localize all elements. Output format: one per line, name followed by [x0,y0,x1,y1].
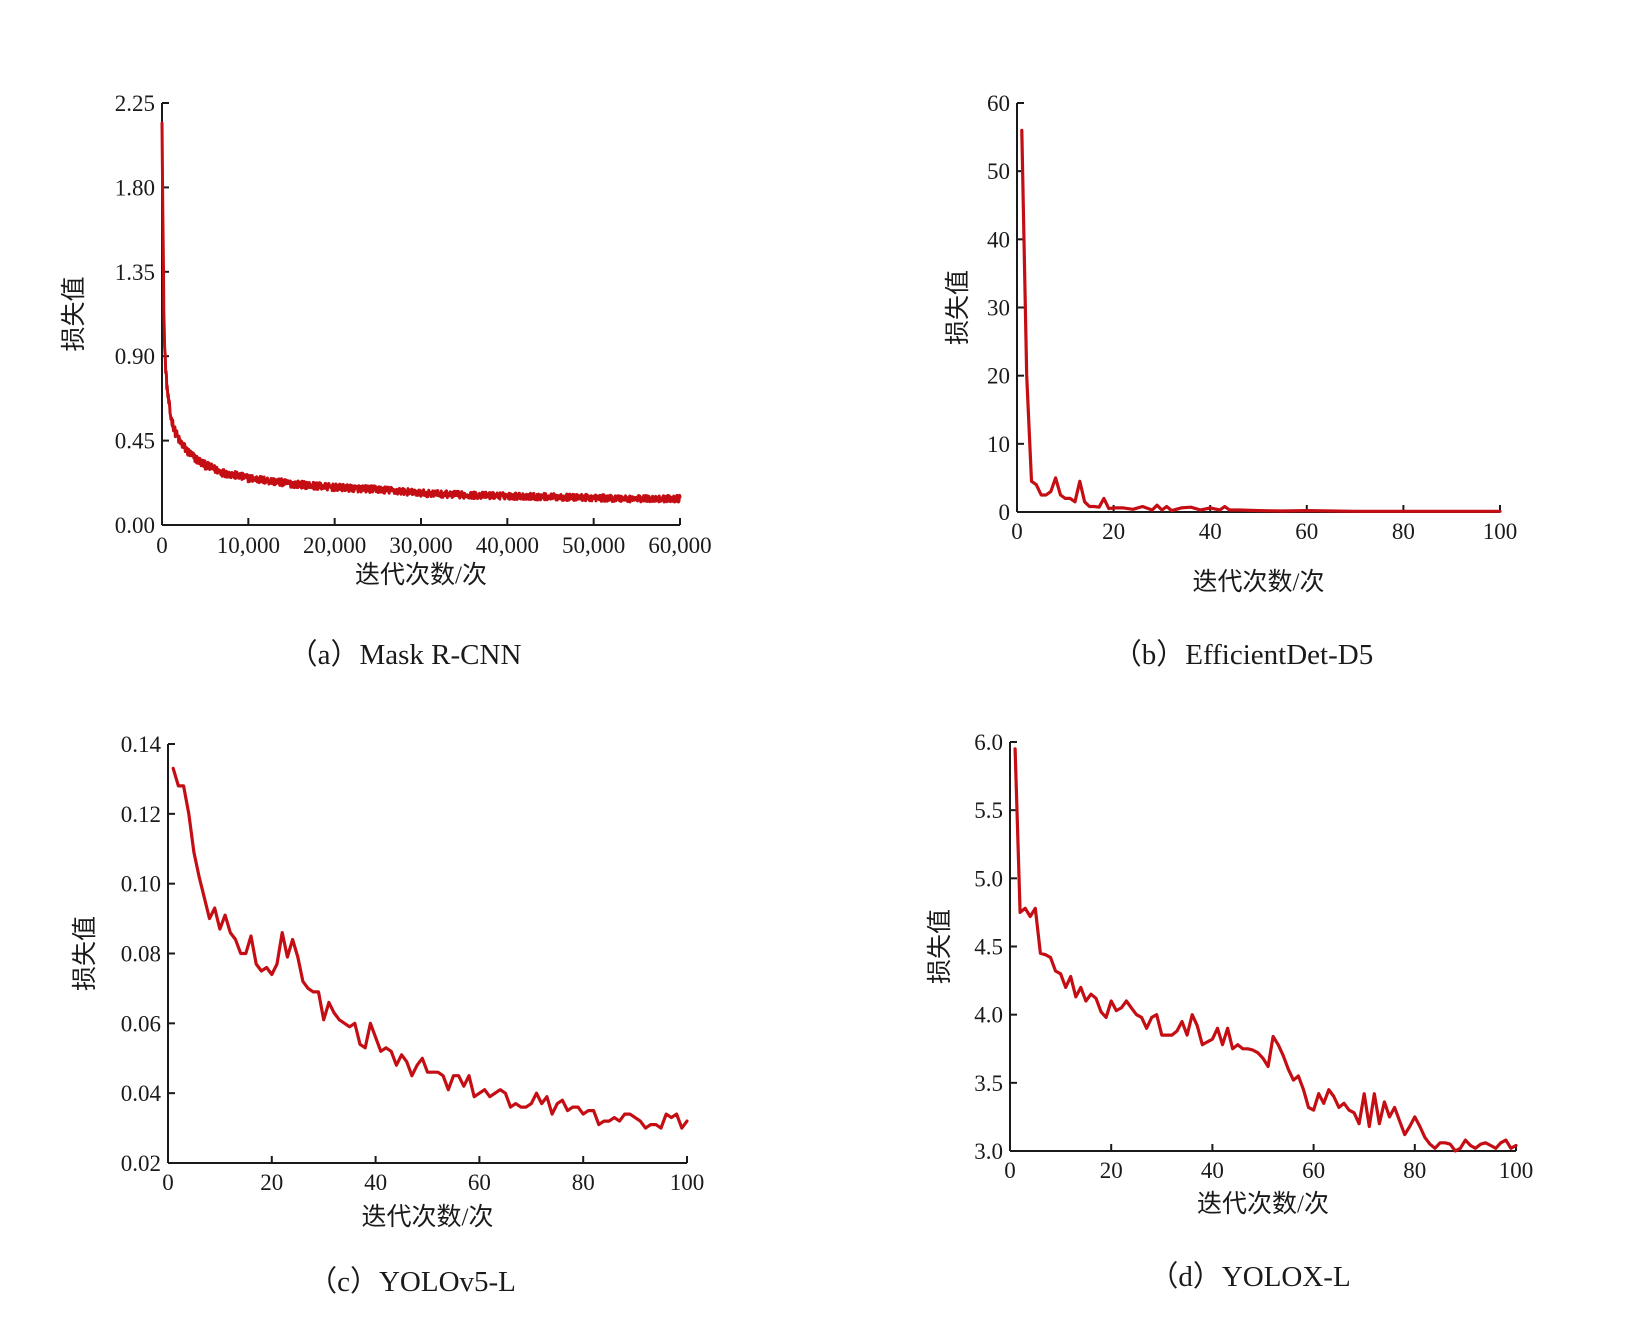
y-tick-label: 0.06 [121,1011,161,1036]
chart-caption: （d）YOLOX-L [1149,1261,1350,1293]
y-tick-label: 5.0 [974,866,1003,891]
chart-panel-a: 0.00 0.45 0.90 1.35 1.80 2.25 0 10,000 20,000 30,… [60,91,712,671]
x-tick-label: 50,000 [562,533,625,558]
x-tick-label: 40 [1201,1158,1224,1183]
y-tick-label: 6.0 [974,730,1003,755]
y-axis-title: 损失值 [60,276,88,351]
y-tick-label: 0.45 [115,429,155,454]
x-tick-label: 20,000 [303,533,366,558]
x-tick-label: 60 [1295,519,1318,544]
x-tick-label: 0 [1004,1158,1016,1183]
x-tick-label: 40 [364,1170,387,1195]
x-axis-title: 迭代次数/次 [1197,1190,1329,1218]
y-tick-label: 10 [987,432,1010,457]
x-tick-label: 100 [1499,1158,1534,1183]
x-tick-label: 60 [468,1170,491,1195]
y-tick-label: 4.0 [974,1003,1003,1028]
y-tick-label: 60 [987,91,1010,116]
x-tick-label: 60 [1302,1158,1325,1183]
x-tick-label: 0 [156,533,168,558]
series-line-0 [1020,128,1502,513]
x-tick-label: 40,000 [476,533,539,558]
x-tick-label: 10,000 [217,533,280,558]
x-tick-label: 80 [572,1170,595,1195]
y-tick-label: 3.0 [974,1139,1003,1164]
y-tick-label: 0.04 [121,1081,162,1106]
chart-panel-b: 0 10 20 30 40 50 60 0 20 40 60 80 100 迭代次数/次 损失值 （b）Eff… [944,91,1517,671]
y-axis-title: 损失值 [944,270,972,345]
chart-caption: （a）Mask R-CNN [289,639,522,671]
y-tick-label: 40 [987,227,1010,252]
y-tick-label: 30 [987,296,1010,321]
x-axis-title: 迭代次数/次 [355,561,487,589]
y-tick-label: 0.02 [121,1151,161,1176]
y-tick-label: 4.5 [974,935,1003,960]
chart-caption: （c）YOLOv5-L [308,1266,516,1298]
x-tick-label: 60,000 [648,533,711,558]
x-tick-label: 100 [670,1170,705,1195]
x-tick-label: 40 [1199,519,1222,544]
y-tick-label: 0.90 [115,344,155,369]
x-tick-label: 20 [260,1170,283,1195]
x-tick-label: 80 [1403,1158,1426,1183]
chart-panel-d: 3.0 3.5 4.0 4.5 5.0 5.5 6.0 0 20 40 60 80 100 迭代次数/次 损… [926,730,1533,1293]
series-line-0 [171,766,689,1130]
y-tick-label: 50 [987,159,1010,184]
x-tick-label: 0 [162,1170,174,1195]
x-tick-label: 100 [1483,519,1518,544]
y-tick-label: 1.35 [115,260,155,285]
y-tick-label: 3.5 [974,1071,1003,1096]
y-tick-label: 1.80 [115,175,155,200]
x-tick-label: 30,000 [389,533,452,558]
series-line-0 [1013,747,1518,1153]
series-line-0 [160,121,682,504]
x-axis-title: 迭代次数/次 [362,1203,494,1231]
chart-panel-c: 0.02 0.04 0.06 0.08 0.10 0.12 0.14 0 20 40 60 80 100… [71,732,704,1298]
y-tick-label: 0.08 [121,942,161,967]
y-tick-label: 20 [987,364,1010,389]
chart-caption: （b）EfficientDet-D5 [1113,639,1373,671]
y-tick-label: 0.12 [121,802,161,827]
x-tick-label: 0 [1011,519,1023,544]
y-tick-label: 0.10 [121,872,161,897]
y-tick-label: 0 [999,500,1011,525]
y-tick-label: 0.14 [121,732,162,757]
x-tick-label: 20 [1100,1158,1123,1183]
y-tick-label: 0.00 [115,513,155,538]
y-axis-title: 损失值 [926,909,954,984]
y-axis-title: 损失值 [71,916,99,991]
x-tick-label: 20 [1102,519,1125,544]
y-tick-label: 2.25 [115,91,155,116]
y-tick-label: 5.5 [974,798,1003,823]
x-tick-label: 80 [1392,519,1415,544]
x-axis-title: 迭代次数/次 [1193,568,1325,596]
